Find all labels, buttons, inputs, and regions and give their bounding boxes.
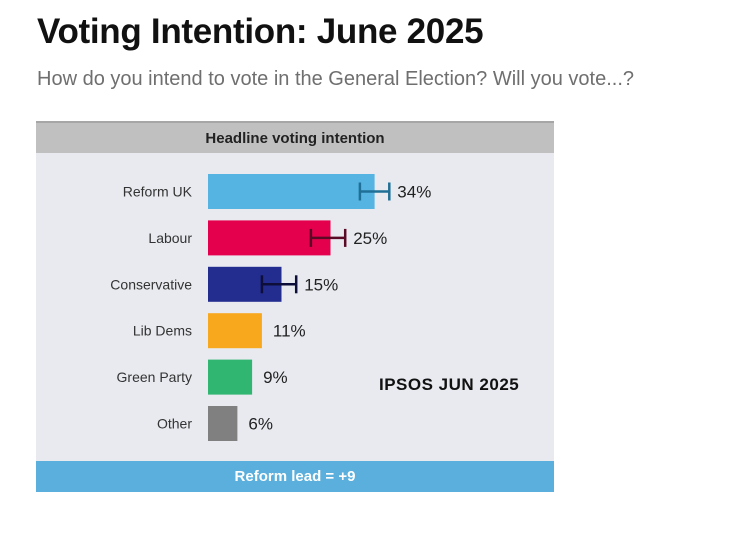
bar-reform-uk	[208, 174, 375, 209]
source-label: IPSOS JUN 2025	[379, 375, 520, 394]
value-label-conservative: 15%	[304, 275, 338, 294]
value-label-lib-dems: 11%	[273, 322, 306, 341]
value-label-labour: 25%	[353, 229, 387, 248]
category-label-reform-uk: Reform UK	[123, 184, 193, 200]
category-label-labour: Labour	[148, 230, 192, 246]
value-label-other: 6%	[248, 415, 273, 434]
category-label-green-party: Green Party	[117, 369, 192, 385]
category-label-other: Other	[157, 416, 192, 432]
bar-lib-dems	[208, 313, 262, 349]
lead-footer: Reform lead = +9	[36, 461, 554, 492]
chart-panel: Headline voting intention Reform UK 34% La…	[36, 121, 554, 492]
chart-heading: Headline voting intention	[36, 121, 554, 153]
value-label-green-party: 9%	[263, 368, 288, 387]
value-label-reform-uk: 34%	[397, 183, 431, 202]
category-label-lib-dems: Lib Dems	[133, 323, 192, 339]
category-label-conservative: Conservative	[110, 276, 192, 292]
bar-green-party	[208, 359, 253, 395]
bar-chart: Reform UK 34% Labour 25% Conservative 15% Lib …	[110, 174, 431, 441]
page-title: Voting Intention: June 2025	[37, 12, 484, 51]
page-subtitle: How do you intend to vote in the General…	[37, 68, 635, 90]
bar-other	[208, 406, 238, 441]
